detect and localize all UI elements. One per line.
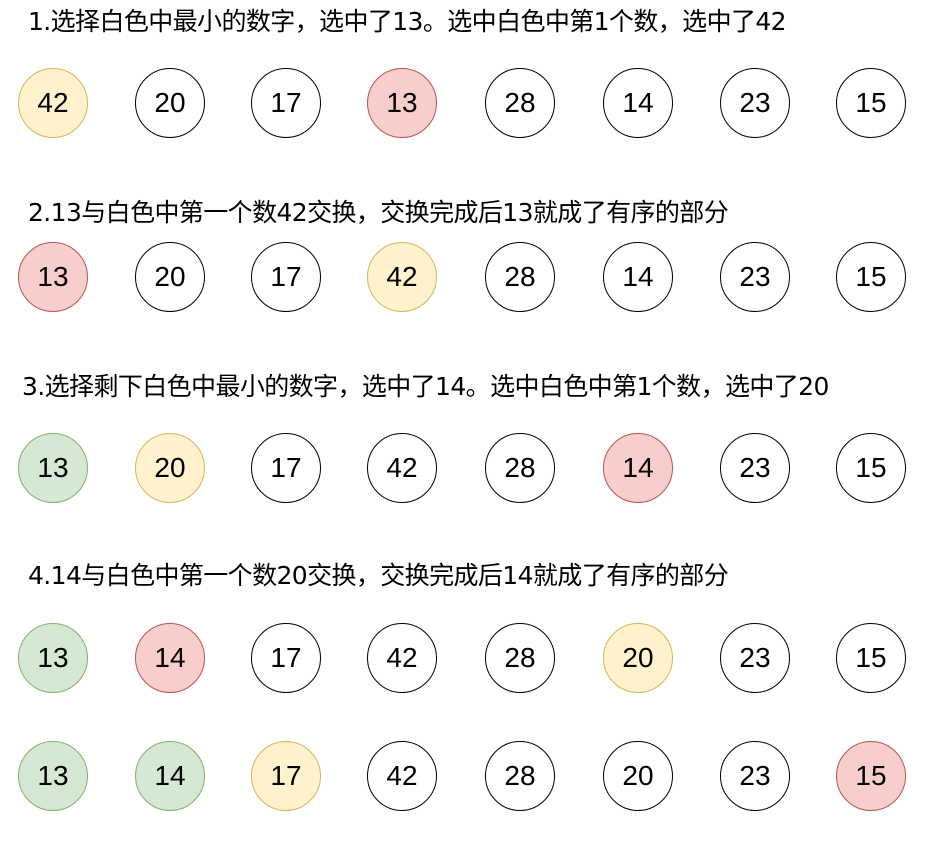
number-circle: 17 (251, 433, 321, 503)
number-circle: 20 (135, 68, 205, 138)
number-circle: 15 (836, 433, 906, 503)
number-circle: 17 (251, 623, 321, 693)
number-circle: 23 (720, 242, 790, 312)
number-circle: 20 (603, 623, 673, 693)
number-circle: 13 (18, 433, 88, 503)
number-circle: 17 (251, 741, 321, 811)
number-circle: 14 (135, 741, 205, 811)
number-circle: 28 (485, 242, 555, 312)
number-circle: 13 (367, 68, 437, 138)
number-circle: 23 (720, 623, 790, 693)
number-circle: 42 (367, 242, 437, 312)
number-circle: 20 (135, 433, 205, 503)
number-circle: 14 (603, 68, 673, 138)
number-circle: 23 (720, 741, 790, 811)
number-circle: 28 (485, 433, 555, 503)
number-circle: 42 (367, 433, 437, 503)
array-row-5: 13 14 17 42 28 20 23 15 (0, 741, 949, 815)
number-circle: 15 (836, 68, 906, 138)
number-circle: 14 (603, 433, 673, 503)
number-circle: 23 (720, 68, 790, 138)
array-row-4: 13 14 17 42 28 20 23 15 (0, 623, 949, 697)
step-3-caption: 3.选择剩下白色中最小的数字，选中了14。选中白色中第1个数，选中了20 (22, 372, 829, 401)
number-circle: 17 (251, 242, 321, 312)
number-circle: 17 (251, 68, 321, 138)
number-circle: 42 (367, 741, 437, 811)
number-circle: 13 (18, 741, 88, 811)
number-circle: 28 (485, 623, 555, 693)
number-circle: 23 (720, 433, 790, 503)
step-4-caption: 4.14与白色中第一个数20交换，交换完成后14就成了有序的部分 (28, 561, 729, 590)
array-row-1: 42 20 17 13 28 14 23 15 (0, 68, 949, 142)
number-circle: 13 (18, 623, 88, 693)
array-row-3: 13 20 17 42 28 14 23 15 (0, 433, 949, 507)
number-circle: 14 (603, 242, 673, 312)
number-circle: 20 (603, 741, 673, 811)
step-1-caption: 1.选择白色中最小的数字，选中了13。选中白色中第1个数，选中了42 (28, 7, 787, 36)
number-circle: 15 (836, 242, 906, 312)
number-circle: 13 (18, 242, 88, 312)
number-circle: 42 (18, 68, 88, 138)
number-circle: 15 (836, 623, 906, 693)
number-circle: 28 (485, 741, 555, 811)
number-circle: 14 (135, 623, 205, 693)
array-row-2: 13 20 17 42 28 14 23 15 (0, 242, 949, 316)
number-circle: 28 (485, 68, 555, 138)
number-circle: 15 (836, 741, 906, 811)
number-circle: 42 (367, 623, 437, 693)
step-2-caption: 2.13与白色中第一个数42交换，交换完成后13就成了有序的部分 (28, 198, 729, 227)
number-circle: 20 (135, 242, 205, 312)
